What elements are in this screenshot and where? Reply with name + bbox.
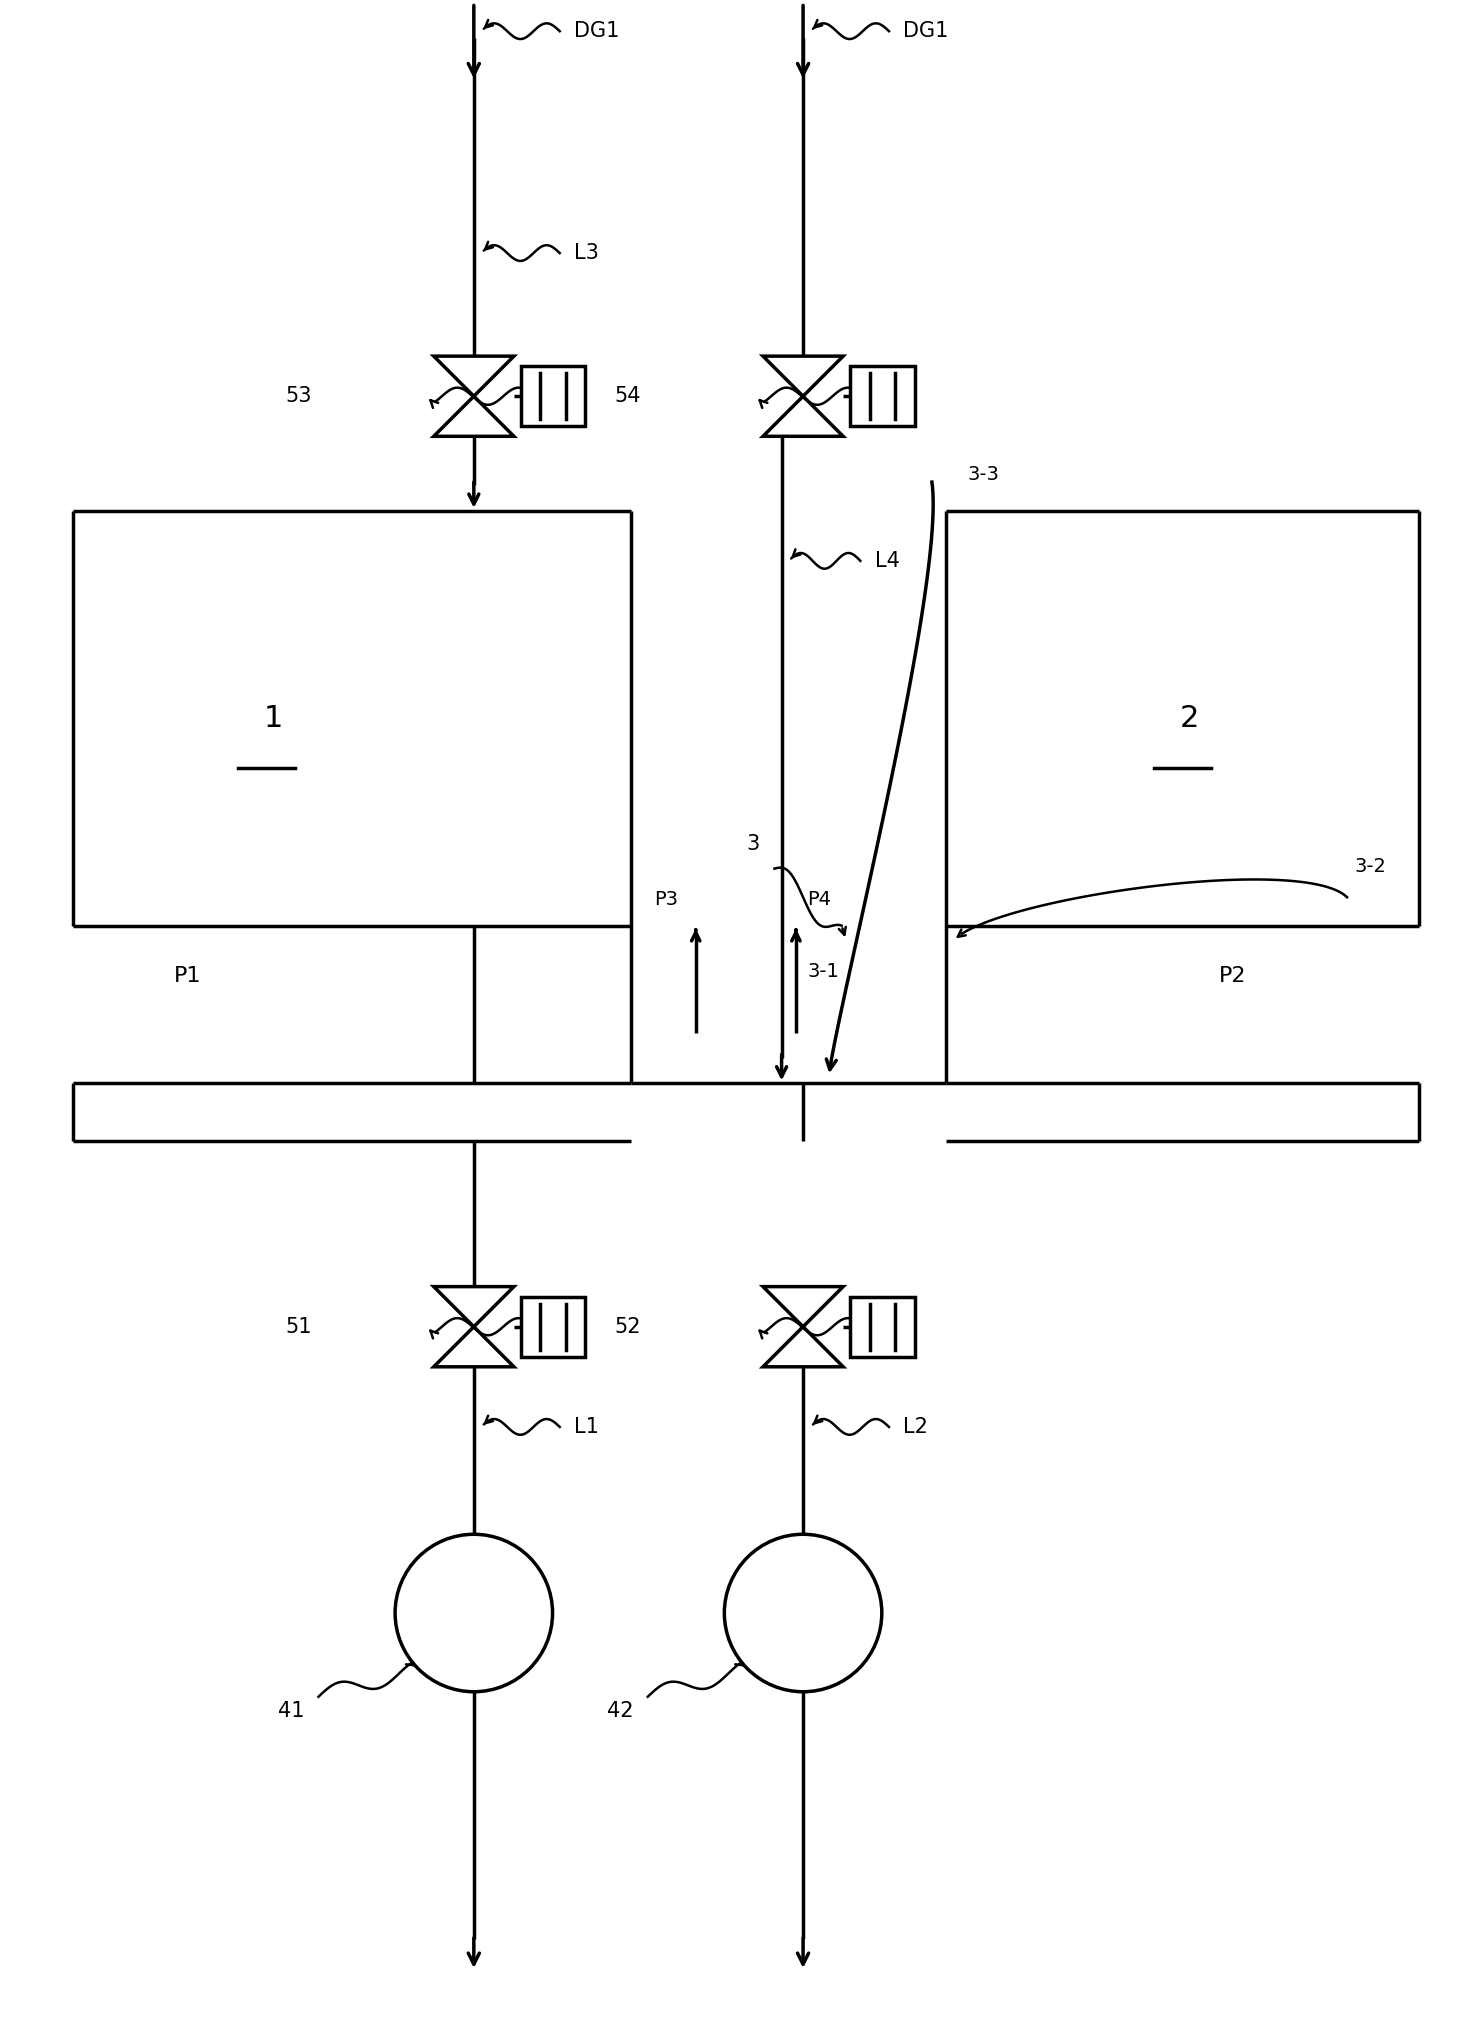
Text: L4: L4 [875,551,900,571]
Text: P2: P2 [1219,967,1246,987]
Bar [850,1298,914,1356]
Text: P1: P1 [174,967,202,987]
Bar [850,365,914,426]
Text: 52: 52 [863,1316,890,1336]
Text: 2: 2 [1179,704,1200,733]
Text: 54: 54 [614,385,641,406]
Text: 3-1: 3-1 [808,963,840,981]
Bar [521,365,585,426]
Text: P4: P4 [808,890,831,908]
Text: 51: 51 [534,1316,560,1336]
Text: DG1: DG1 [573,20,619,40]
Text: 52: 52 [614,1316,641,1336]
Text: L2: L2 [903,1417,928,1437]
Text: 53: 53 [534,385,560,406]
Text: 54: 54 [863,385,890,406]
Text: 41: 41 [278,1701,304,1721]
Text: 42: 42 [607,1701,633,1721]
Text: L1: L1 [573,1417,598,1437]
Text: P3: P3 [654,890,679,908]
Circle shape [395,1534,553,1691]
Text: 1: 1 [263,704,284,733]
Text: DG1: DG1 [903,20,948,40]
Circle shape [724,1534,882,1691]
Text: 3-3: 3-3 [967,466,999,484]
Text: 3-2: 3-2 [1355,858,1385,876]
Text: 3: 3 [746,833,759,854]
Text: L3: L3 [573,242,598,262]
Bar [521,1298,585,1356]
Text: 53: 53 [285,385,312,406]
Text: 51: 51 [285,1316,312,1336]
